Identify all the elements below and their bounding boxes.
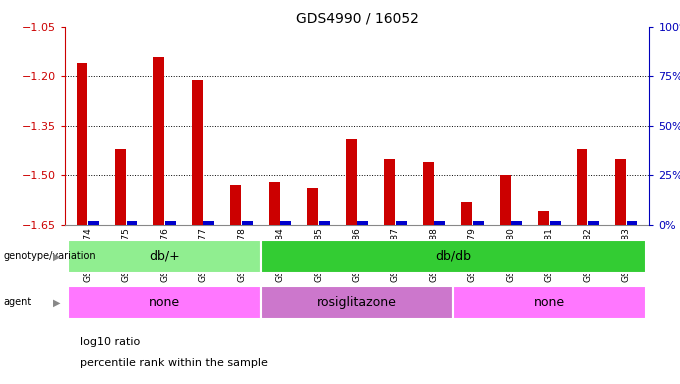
Bar — [549, 221, 560, 225]
Text: ▶: ▶ — [52, 251, 61, 262]
Bar — [588, 221, 599, 225]
Bar — [69, 240, 261, 273]
Bar — [346, 139, 356, 225]
Text: log10 ratio: log10 ratio — [80, 337, 141, 347]
Bar — [423, 162, 434, 225]
Text: ▶: ▶ — [52, 297, 61, 308]
Bar — [269, 182, 279, 225]
Bar — [396, 221, 407, 225]
Bar — [88, 221, 99, 225]
Bar — [165, 221, 176, 225]
Bar — [126, 221, 137, 225]
Bar — [261, 286, 453, 319]
Bar — [69, 286, 261, 319]
Text: agent: agent — [3, 297, 32, 308]
Bar — [77, 63, 87, 225]
Text: none: none — [534, 296, 565, 309]
Bar — [115, 149, 126, 225]
Bar — [615, 159, 626, 225]
Bar — [154, 56, 165, 225]
Text: db/+: db/+ — [149, 250, 180, 263]
Text: percentile rank within the sample: percentile rank within the sample — [80, 358, 268, 368]
Title: GDS4990 / 16052: GDS4990 / 16052 — [296, 12, 418, 26]
Text: rosiglitazone: rosiglitazone — [317, 296, 397, 309]
Text: genotype/variation: genotype/variation — [3, 251, 96, 262]
Bar — [192, 79, 203, 225]
Bar — [242, 221, 253, 225]
Bar — [435, 221, 445, 225]
Bar — [538, 212, 549, 225]
Bar — [307, 189, 318, 225]
Bar — [577, 149, 588, 225]
Bar — [627, 221, 637, 225]
Bar — [231, 185, 241, 225]
Bar — [500, 175, 511, 225]
Bar — [358, 221, 368, 225]
Bar — [453, 286, 645, 319]
Bar — [319, 221, 330, 225]
Bar — [280, 221, 291, 225]
Text: none: none — [149, 296, 180, 309]
Bar — [261, 240, 645, 273]
Bar — [461, 202, 472, 225]
Bar — [384, 159, 395, 225]
Bar — [511, 221, 522, 225]
Text: db/db: db/db — [435, 250, 471, 263]
Bar — [473, 221, 483, 225]
Bar — [203, 221, 214, 225]
